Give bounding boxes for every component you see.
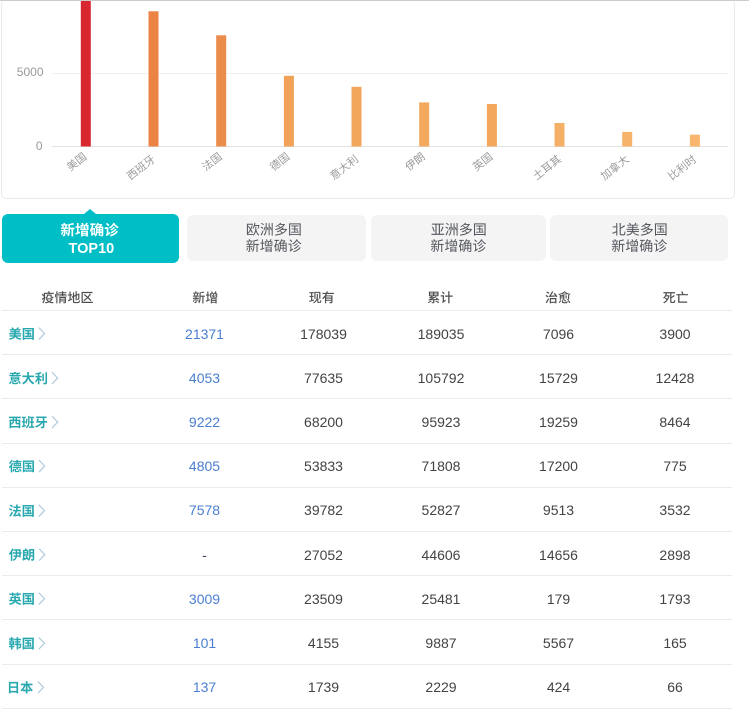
svg-text:0: 0 xyxy=(36,139,43,153)
svg-text:5000: 5000 xyxy=(17,65,44,79)
